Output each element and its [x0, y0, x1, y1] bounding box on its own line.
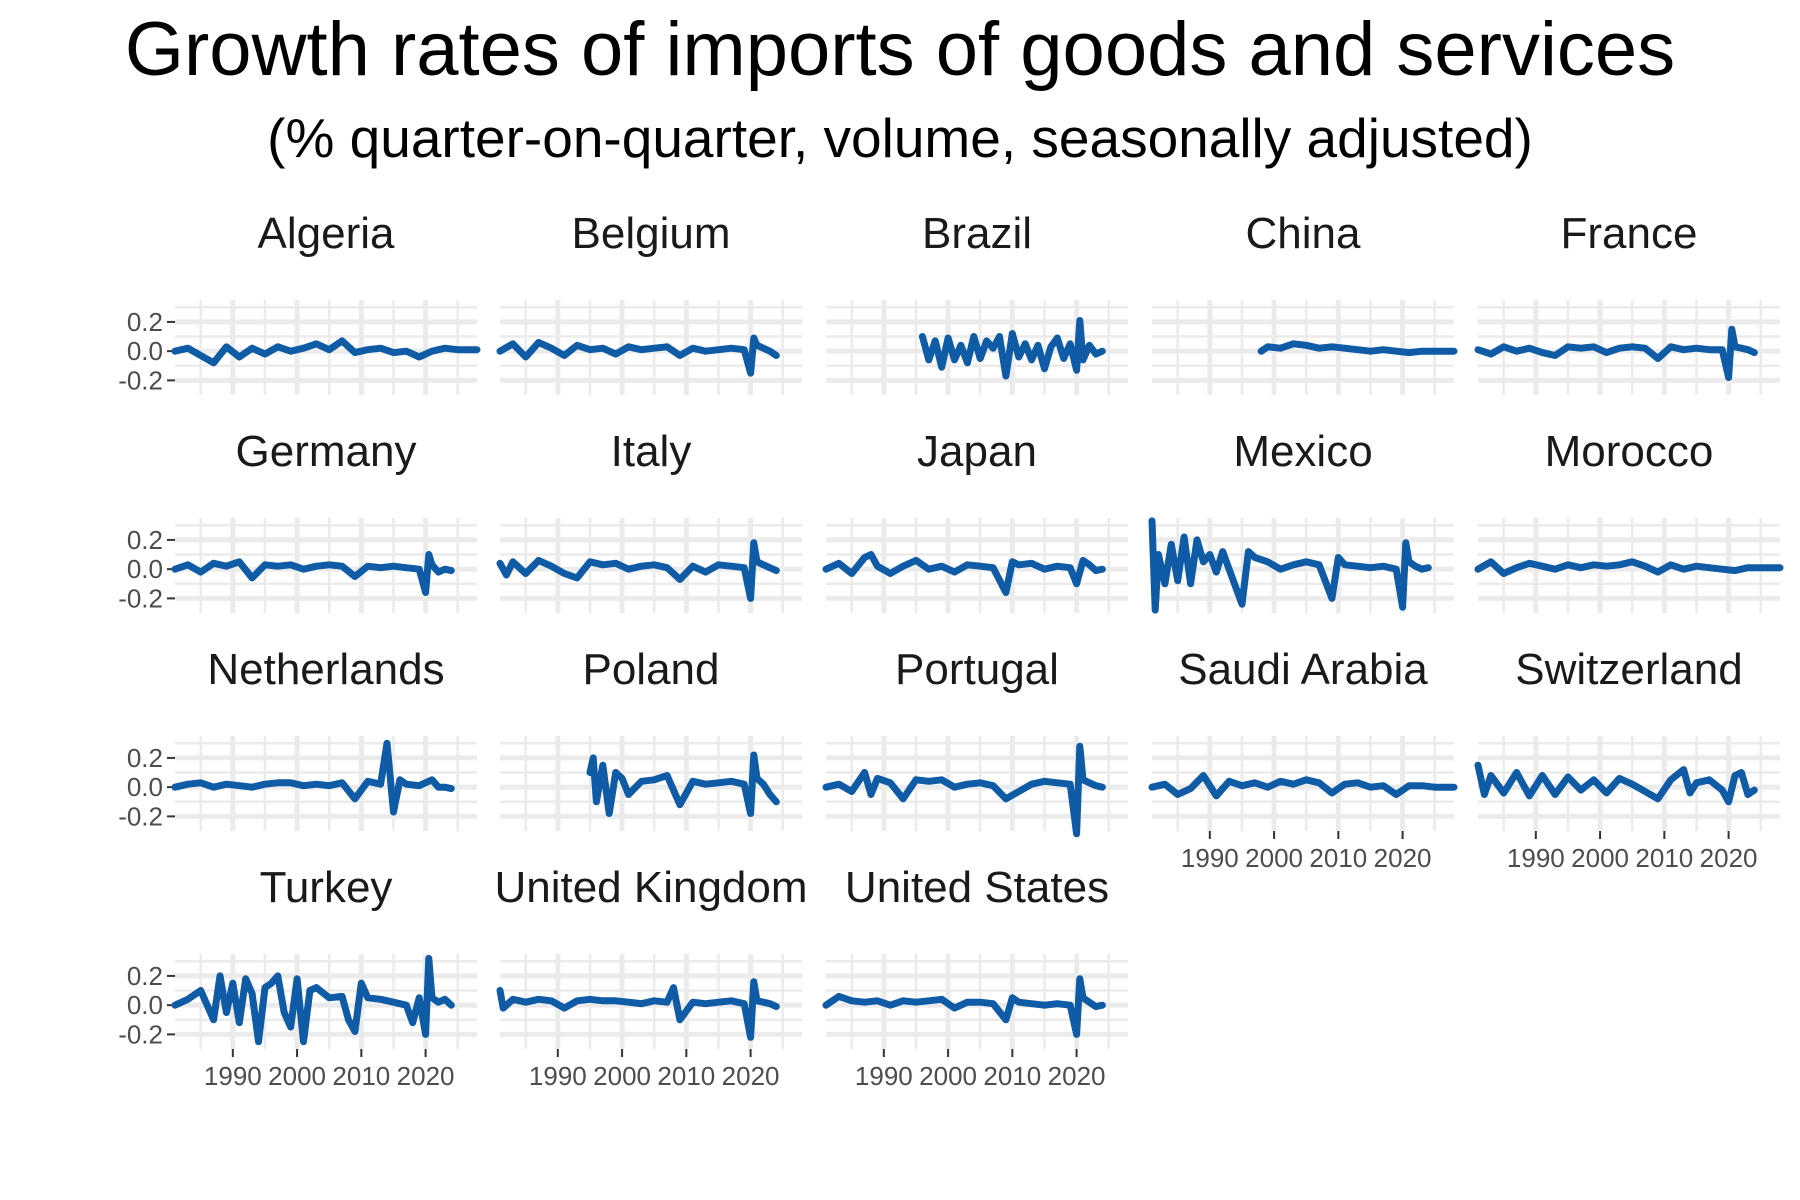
y-tick-label: -0.2 — [118, 365, 163, 395]
facet-label: Portugal — [895, 645, 1059, 694]
panel-belgium: Belgium — [496, 209, 802, 395]
series-line-belgium — [496, 334, 780, 377]
y-tick-label: 0.0 — [127, 772, 163, 802]
series-line-germany — [171, 551, 455, 596]
facet-label: China — [1246, 209, 1361, 258]
x-tick-label: 1990 — [1181, 843, 1239, 873]
series-line-saudi-arabia — [1148, 772, 1458, 800]
panel-morocco: Morocco — [1474, 427, 1784, 613]
y-tick-label: 0.0 — [127, 554, 163, 584]
panel-mexico: Mexico — [1148, 427, 1454, 614]
series-line-brazil — [918, 317, 1106, 380]
y-tick-label: 0.2 — [127, 961, 163, 991]
facet-label: Switzerland — [1515, 645, 1742, 694]
x-tick-label: 1990 — [529, 1061, 587, 1091]
facet-label: Belgium — [572, 209, 731, 258]
facet-label: United Kingdom — [494, 863, 807, 912]
panel-saudi-arabia: Saudi Arabia 1990 2000 2010 2020 — [1148, 645, 1458, 873]
panel-switzerland: Switzerland 1990 2000 2010 2020 — [1474, 645, 1780, 873]
x-tick-label: 2020 — [722, 1061, 780, 1091]
facet-label: Saudi Arabia — [1178, 645, 1428, 694]
panel-netherlands: Netherlands 0.20.0-0.2 — [118, 645, 477, 831]
series-line-united-kingdom — [496, 978, 780, 1041]
x-tick-label: 2010 — [657, 1061, 715, 1091]
series-line-italy — [496, 539, 780, 602]
x-tick-label: 2000 — [1571, 843, 1629, 873]
x-tick-label: 1990 — [1507, 843, 1565, 873]
x-tick-label: 2010 — [1635, 843, 1693, 873]
panel-algeria: Algeria 0.20.0-0.2 — [118, 209, 481, 395]
y-tick-label: 0.2 — [127, 525, 163, 555]
facet-label: Mexico — [1233, 427, 1372, 476]
chart-subtitle: (% quarter-on-quarter, volume, seasonall… — [267, 107, 1533, 169]
x-tick-label: 2010 — [983, 1061, 1041, 1091]
panel-france: France — [1474, 209, 1780, 395]
panel-turkey: Turkey 0.20.0-0.2 1990 2000 2010 2020 — [118, 863, 477, 1091]
panel-germany: Germany 0.20.0-0.2 — [118, 427, 477, 613]
x-tick-label: 2010 — [1309, 843, 1367, 873]
facet-label: Brazil — [922, 209, 1032, 258]
series-line-japan — [822, 551, 1106, 596]
series-line-france — [1474, 325, 1758, 381]
panel-brazil: Brazil — [826, 209, 1128, 395]
facet-label: Algeria — [258, 209, 395, 258]
y-tick-label: -0.2 — [118, 1019, 163, 1049]
chart-title: Growth rates of imports of goods and ser… — [124, 7, 1676, 92]
panel-portugal: Portugal — [822, 645, 1128, 838]
y-tick-label: 0.0 — [127, 990, 163, 1020]
panel-united-kingdom: United Kingdom 1990 2000 2010 2020 — [494, 863, 807, 1091]
series-line-china — [1257, 340, 1458, 357]
x-tick-label: 2010 — [332, 1061, 390, 1091]
facet-label: Netherlands — [207, 645, 444, 694]
panel-italy: Italy — [496, 427, 802, 613]
series-line-algeria — [171, 337, 481, 367]
series-line-portugal — [822, 742, 1106, 838]
series-line-united-states — [822, 975, 1106, 1038]
x-tick-label: 2000 — [919, 1061, 977, 1091]
series-line-morocco — [1474, 558, 1784, 577]
y-tick-label: 0.0 — [127, 336, 163, 366]
panel-poland: Poland — [500, 645, 802, 831]
facet-label: Germany — [236, 427, 417, 476]
facet-label: France — [1561, 209, 1698, 258]
x-tick-label: 2020 — [397, 1061, 455, 1091]
facet-label: Poland — [582, 645, 719, 694]
x-tick-label: 2000 — [1245, 843, 1303, 873]
x-tick-label: 2020 — [1048, 1061, 1106, 1091]
facet-label: Turkey — [260, 863, 393, 912]
x-tick-label: 2020 — [1700, 843, 1758, 873]
y-tick-label: 0.2 — [127, 743, 163, 773]
panel-japan: Japan — [822, 427, 1128, 613]
series-line-poland — [586, 751, 780, 817]
y-tick-label: 0.2 — [127, 307, 163, 337]
x-tick-label: 1990 — [855, 1061, 913, 1091]
series-line-switzerland — [1474, 761, 1758, 806]
x-tick-label: 2000 — [268, 1061, 326, 1091]
facet-label: Italy — [611, 427, 692, 476]
series-line-turkey — [171, 954, 455, 1046]
x-tick-label: 1990 — [204, 1061, 262, 1091]
y-tick-label: -0.2 — [118, 583, 163, 613]
x-tick-label: 2000 — [593, 1061, 651, 1091]
panel-united-states: United States 1990 2000 2010 2020 — [822, 863, 1128, 1091]
facet-label: United States — [845, 863, 1109, 912]
panel-china: China — [1152, 209, 1458, 395]
series-line-mexico — [1148, 517, 1432, 614]
y-tick-label: -0.2 — [118, 801, 163, 831]
x-tick-label: 2020 — [1374, 843, 1432, 873]
facet-label: Japan — [917, 427, 1037, 476]
series-line-netherlands — [171, 739, 455, 816]
facet-label: Morocco — [1545, 427, 1714, 476]
